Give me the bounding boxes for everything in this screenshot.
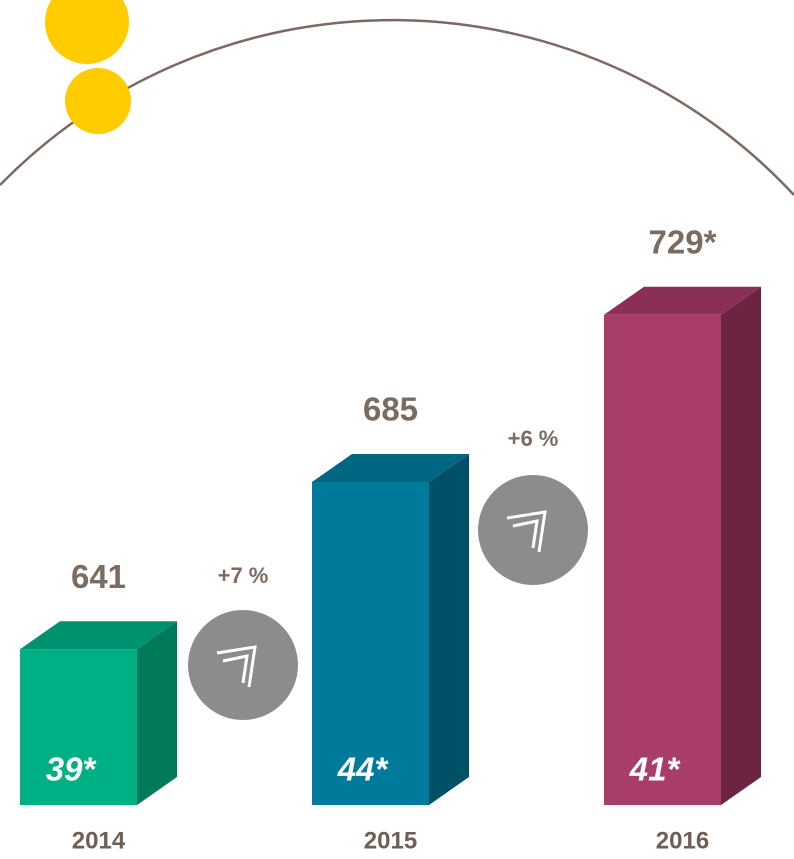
value-label: 641 — [71, 558, 126, 595]
value-label: 729* — [649, 224, 717, 261]
inner-label: 39* — [46, 751, 98, 788]
bar-side — [721, 286, 761, 805]
inner-label: 44* — [337, 751, 390, 788]
growth-label: +7 % — [218, 563, 269, 588]
decor-dot — [65, 68, 131, 134]
decor-dot — [45, 0, 129, 64]
bar-top — [312, 454, 469, 482]
growth-label: +6 % — [508, 426, 559, 451]
x-tick-label: 2014 — [72, 827, 126, 854]
growth-badge — [188, 610, 298, 720]
bar — [604, 314, 721, 805]
bar-side — [137, 621, 177, 805]
value-label: 685 — [363, 391, 418, 428]
growth-badge — [478, 475, 588, 585]
bar-top — [20, 621, 177, 650]
bar-side — [429, 454, 469, 805]
growth-arrow — [506, 510, 547, 553]
bar — [312, 482, 429, 805]
growth-arrow — [216, 645, 257, 688]
x-tick-label: 2015 — [364, 827, 417, 854]
inner-label: 41* — [629, 751, 682, 788]
x-tick-label: 2016 — [656, 827, 709, 854]
bar-top — [604, 286, 761, 315]
bar — [20, 649, 137, 805]
